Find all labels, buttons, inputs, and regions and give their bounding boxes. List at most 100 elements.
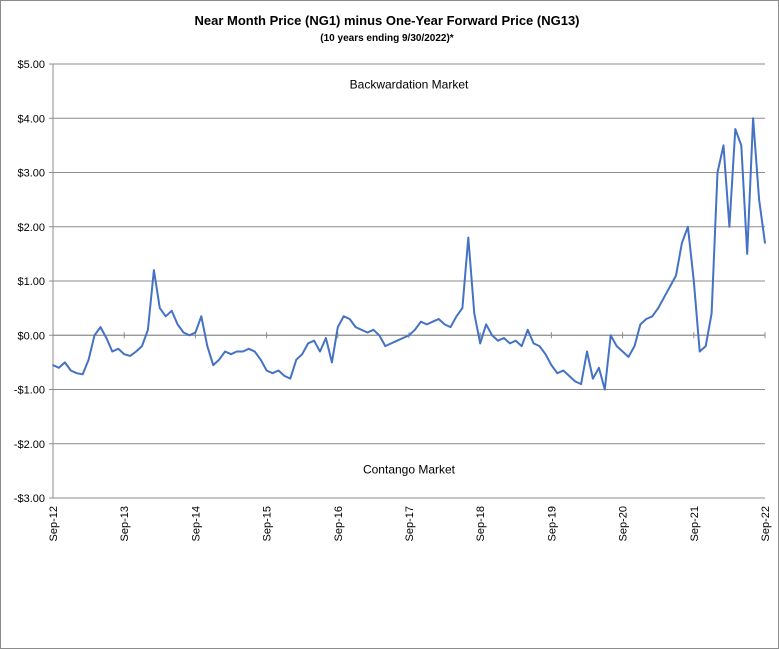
data-point <box>455 315 458 318</box>
data-point <box>663 296 665 299</box>
data-point <box>550 364 553 366</box>
data-point <box>443 323 446 326</box>
data-point <box>503 337 505 339</box>
data-point <box>164 315 167 318</box>
data-point <box>592 377 594 380</box>
data-point <box>99 326 102 328</box>
data-point <box>212 364 214 366</box>
data-point <box>675 274 677 277</box>
data-point <box>70 369 72 372</box>
x-tick-label: Sep-12 <box>48 506 60 541</box>
data-point <box>645 318 648 320</box>
data-point <box>331 361 333 364</box>
data-point <box>176 323 179 326</box>
data-point <box>75 372 78 375</box>
data-point <box>313 339 315 342</box>
data-point <box>740 144 743 147</box>
y-tick-label: $5.00 <box>17 59 45 71</box>
data-point <box>236 350 238 353</box>
data-point <box>657 307 659 309</box>
data-point <box>253 350 256 353</box>
data-point <box>218 358 220 361</box>
data-point <box>402 337 404 339</box>
data-point <box>52 364 54 366</box>
data-point <box>722 144 725 147</box>
data-point <box>562 369 565 372</box>
x-tick-label: Sep-21 <box>689 506 701 541</box>
y-tick-label: -$1.00 <box>14 385 45 397</box>
data-point <box>752 117 754 120</box>
data-point <box>532 342 535 345</box>
data-point <box>681 242 683 244</box>
data-point <box>159 307 161 309</box>
data-point <box>366 331 369 334</box>
data-point <box>337 326 339 328</box>
data-point <box>704 345 707 347</box>
x-tick-label: Sep-22 <box>760 506 772 541</box>
data-point <box>586 350 588 353</box>
data-point <box>520 345 523 347</box>
data-point <box>491 334 493 337</box>
x-tick-label: Sep-20 <box>618 506 630 541</box>
data-point <box>390 342 393 345</box>
y-tick-label: -$3.00 <box>14 493 45 505</box>
data-point <box>206 345 209 347</box>
gridlines <box>53 63 765 499</box>
data-point <box>230 353 232 356</box>
data-point <box>485 323 487 326</box>
data-point <box>609 334 612 337</box>
data-point <box>242 350 244 353</box>
data-point <box>426 323 428 326</box>
data-point <box>710 312 713 315</box>
data-point <box>651 315 654 318</box>
data-point <box>431 320 434 323</box>
data-point <box>437 318 440 320</box>
data-point <box>461 307 464 309</box>
data-point <box>758 198 760 201</box>
data-point <box>194 331 197 334</box>
data-point <box>728 225 731 228</box>
data-point <box>348 318 351 320</box>
data-point <box>271 372 274 375</box>
data-point <box>277 369 280 372</box>
x-tick-label: Sep-17 <box>404 506 416 541</box>
chart-title: Near Month Price (NG1) minus One-Year Fo… <box>194 13 579 28</box>
data-point <box>64 361 66 364</box>
data-point <box>319 350 321 353</box>
data-point <box>716 171 719 174</box>
data-point <box>283 375 286 377</box>
y-tick-label: -$2.00 <box>14 439 45 451</box>
y-tick-label: $0.00 <box>17 330 45 342</box>
chart-subtitle: (10 years ending 9/30/2022)* <box>320 33 454 44</box>
data-point <box>509 342 511 345</box>
data-point <box>526 329 529 331</box>
data-point <box>295 358 298 361</box>
data-point <box>301 353 304 356</box>
chart-annotation: Contango Market <box>363 463 456 477</box>
data-point <box>544 353 547 356</box>
data-point <box>354 326 357 328</box>
data-point <box>372 329 375 331</box>
data-point <box>58 367 60 369</box>
data-point <box>289 377 292 380</box>
data-point <box>479 342 482 345</box>
data-point <box>420 320 422 323</box>
data-point <box>598 367 600 369</box>
data-point <box>604 388 606 391</box>
data-point <box>580 383 582 385</box>
data-point <box>556 372 559 375</box>
data-point <box>467 236 470 239</box>
data-point <box>135 350 137 353</box>
data-point <box>342 315 345 318</box>
x-tick-label: Sep-18 <box>475 506 487 541</box>
data-point <box>147 329 149 331</box>
data-point <box>615 345 618 347</box>
data-point <box>621 350 624 353</box>
y-tick-label: $3.00 <box>17 168 45 180</box>
data-point <box>568 375 570 377</box>
data-point <box>698 350 701 353</box>
data-point <box>141 345 143 347</box>
data-point <box>224 350 226 353</box>
data-point <box>188 334 191 337</box>
